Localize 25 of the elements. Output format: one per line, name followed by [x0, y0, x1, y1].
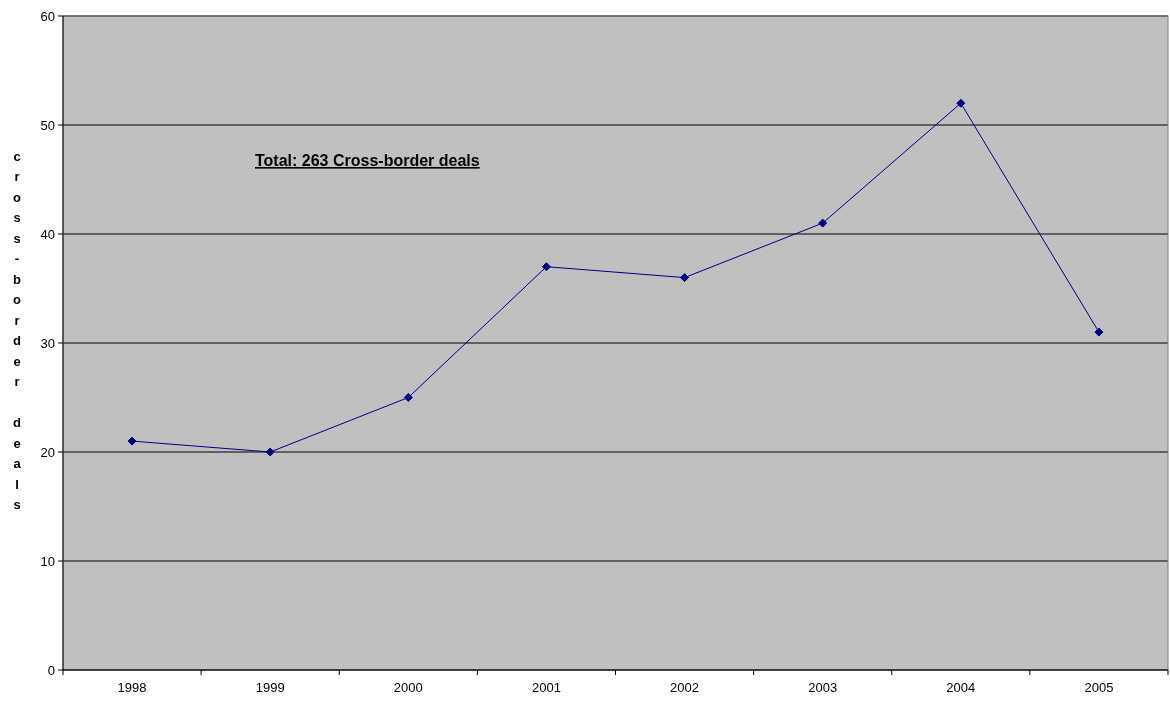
point — [818, 218, 828, 228]
y-tick-label: 0 — [47, 662, 55, 678]
point — [1094, 327, 1104, 337]
text: cross-border deals — [13, 148, 21, 513]
y-tick-label: 60 — [40, 8, 55, 24]
x-tick-label: 2003 — [808, 680, 838, 695]
point — [127, 436, 137, 446]
y-tick-label: 40 — [40, 226, 55, 242]
annotation: Total: 263 Cross-border deals — [255, 152, 480, 169]
x-tick-label: 1998 — [117, 680, 147, 695]
x-tick-label: 1999 — [255, 680, 285, 695]
point — [541, 262, 551, 272]
point — [403, 393, 413, 402]
x-tick-label: 2002 — [670, 680, 700, 695]
y-tick-label: 30 — [40, 335, 55, 351]
x-tick-label: 2004 — [946, 680, 976, 695]
point — [680, 273, 690, 283]
x-tick-label: 2005 — [1084, 680, 1114, 695]
y-tick-label: 50 — [40, 117, 55, 133]
x-tick-label: 2001 — [531, 680, 561, 695]
y-tick-label: 10 — [40, 553, 55, 569]
x-tick-label: 2000 — [393, 680, 423, 695]
y-tick-label: 20 — [40, 444, 55, 460]
point — [265, 447, 275, 457]
point — [956, 98, 966, 108]
